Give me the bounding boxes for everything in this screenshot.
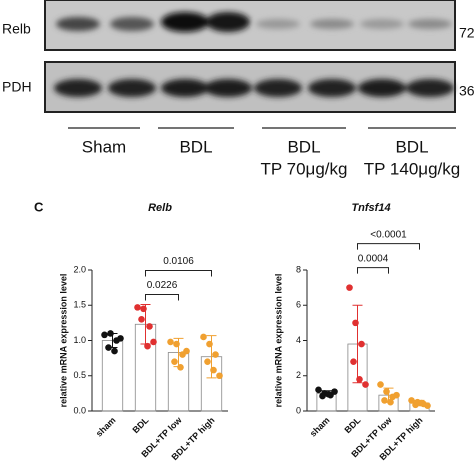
data-point <box>424 402 431 410</box>
data-point <box>381 397 388 404</box>
y-tick-label: 8 <box>296 264 301 274</box>
data-point <box>315 386 322 394</box>
data-point <box>177 363 184 371</box>
data-point <box>210 366 217 374</box>
data-point <box>204 358 211 365</box>
y-tick-label: 0.0 <box>73 405 86 415</box>
panel-label: C <box>34 199 44 214</box>
chart-title: Tnfsf14 <box>351 202 390 214</box>
blot-row-label: Relb <box>2 21 31 37</box>
data-point <box>331 388 338 395</box>
y-axis-label: relative mRNA expression level <box>58 274 68 408</box>
data-point <box>362 381 369 388</box>
p-value: 0.0226 <box>147 280 178 291</box>
data-point <box>408 397 415 404</box>
y-tick-label: 6 <box>296 300 301 310</box>
data-point <box>356 375 363 383</box>
significance-bracket <box>357 267 389 274</box>
x-tick-label: BDL <box>130 415 151 436</box>
y-axis-label: relative mRNA expression level <box>273 274 283 408</box>
data-point <box>346 284 353 291</box>
data-point <box>111 347 118 355</box>
group-label: TP 140μg/kg <box>364 159 460 178</box>
data-point <box>358 340 365 348</box>
data-point <box>138 316 145 323</box>
y-tick-label: 0.5 <box>73 370 86 380</box>
data-point <box>140 305 147 313</box>
data-point <box>393 391 400 399</box>
data-point <box>101 331 108 339</box>
bands <box>54 12 454 97</box>
data-point <box>107 330 114 337</box>
data-point <box>146 323 153 330</box>
y-tick-label: 1.0 <box>73 335 86 345</box>
data-point <box>412 401 419 409</box>
p-value: <0.0001 <box>370 229 407 240</box>
group-label: TP 70μg/kg <box>261 159 348 178</box>
data-point <box>167 338 174 346</box>
x-tick-label: BDL <box>342 415 363 436</box>
data-point <box>150 338 157 346</box>
data-point <box>212 351 219 358</box>
data-point <box>173 340 180 348</box>
significance-bracket <box>357 243 420 250</box>
significance-bracket <box>145 270 212 277</box>
data-point <box>319 392 326 400</box>
data-point <box>387 398 394 406</box>
data-point <box>171 358 178 365</box>
blot-size-label: 36 <box>459 83 474 99</box>
data-point <box>350 358 357 365</box>
data-point <box>117 335 124 342</box>
group-label: BDL <box>395 137 428 156</box>
data-point <box>206 340 213 348</box>
y-tick-label: 4 <box>296 335 301 345</box>
data-point <box>352 319 359 327</box>
data-point <box>200 333 207 341</box>
p-value: 0.0004 <box>358 253 389 264</box>
chart-title: Relb <box>148 202 172 214</box>
y-tick-label: 2 <box>296 370 301 380</box>
data-point <box>383 388 390 395</box>
y-tick-label: 0 <box>296 405 301 415</box>
blot-size-label: 72 <box>459 25 474 41</box>
data-point <box>216 372 223 380</box>
data-point <box>105 344 112 351</box>
data-point <box>377 381 384 388</box>
x-tick-label: sham <box>308 415 332 439</box>
blot-row-label: PDH <box>2 79 32 95</box>
data-point <box>183 347 190 355</box>
data-point <box>325 390 332 398</box>
data-point <box>418 399 425 407</box>
data-point <box>144 342 151 350</box>
error-bar <box>352 304 363 384</box>
y-tick-label: 2.0 <box>73 264 86 274</box>
group-label: BDL <box>287 137 320 156</box>
group-label: BDL <box>179 137 212 156</box>
x-tick-label: sham <box>94 415 118 439</box>
group-label: Sham <box>82 137 126 156</box>
significance-bracket <box>145 294 179 301</box>
y-tick-label: 1.5 <box>73 300 86 310</box>
data-point <box>134 304 141 311</box>
p-value: 0.0106 <box>163 256 194 267</box>
